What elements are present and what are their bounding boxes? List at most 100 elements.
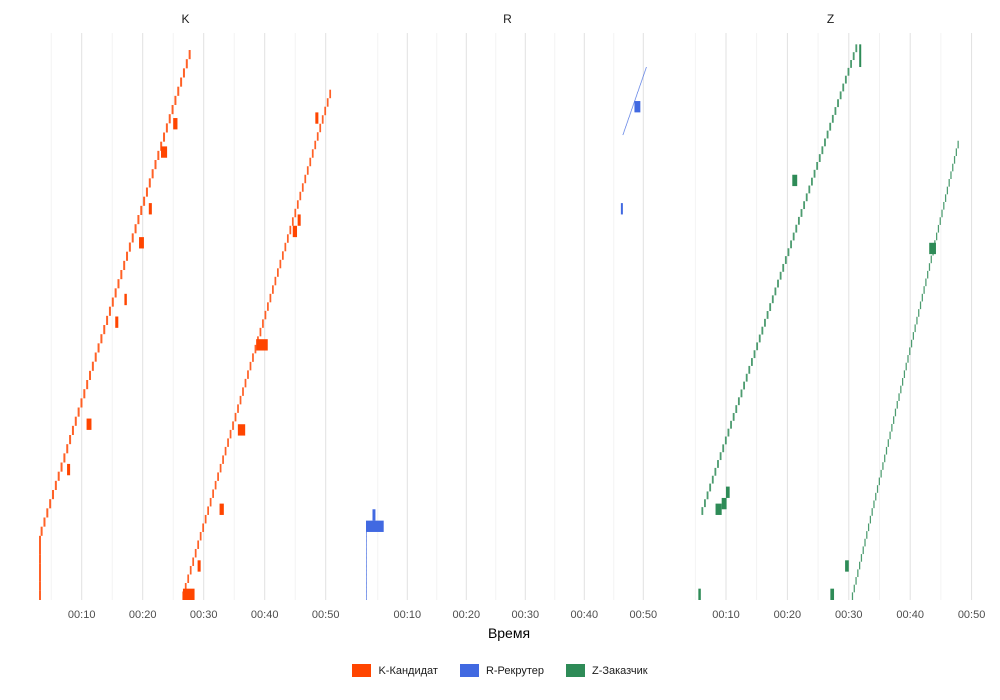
event-step-mark	[301, 183, 304, 192]
event-step-mark	[624, 129, 626, 131]
event-step-mark	[842, 83, 845, 92]
event-step-mark	[643, 74, 644, 77]
event-step-mark	[803, 201, 806, 210]
event-step-mark	[366, 571, 367, 573]
event-step-mark	[366, 551, 367, 553]
event-step-mark	[304, 174, 307, 184]
event-step-mark	[249, 361, 252, 371]
x-tick-label: 00:20	[129, 609, 157, 621]
event-step-mark	[366, 552, 367, 554]
event-step-mark	[366, 547, 367, 549]
event-step-mark	[784, 256, 787, 264]
event-step-mark	[909, 347, 911, 356]
event-step-mark	[628, 115, 630, 117]
event-step-mark	[732, 412, 735, 421]
event-step-mark	[91, 361, 94, 371]
event-step-mark	[74, 416, 77, 426]
event-step-mark	[366, 565, 367, 568]
event-step-mark	[39, 572, 41, 582]
event-step-mark	[242, 387, 244, 396]
legend-item: Z-Заказчик	[565, 664, 648, 677]
event-step-mark	[114, 288, 117, 298]
facet-title: K	[181, 12, 189, 26]
event-step-mark	[234, 412, 237, 422]
event-step-mark	[643, 72, 645, 74]
event-step-mark	[943, 201, 945, 210]
x-tick-label: 00:50	[630, 609, 658, 621]
event-step-mark	[853, 584, 855, 593]
event-step-mark	[623, 132, 624, 134]
event-step-mark	[204, 514, 207, 524]
event-step-mark	[217, 472, 219, 481]
event-step-mark	[627, 119, 629, 121]
event-step-mark	[165, 123, 168, 133]
event-step-mark	[816, 161, 819, 170]
event-step-mark	[792, 232, 795, 241]
event-step-mark	[645, 68, 647, 70]
event-block-mark	[845, 560, 849, 572]
event-step-mark	[626, 121, 628, 123]
event-step-mark	[366, 582, 367, 585]
event-step-mark	[623, 131, 625, 133]
event-step-mark	[912, 332, 914, 340]
event-step-mark	[94, 352, 97, 362]
event-step-mark	[941, 209, 943, 218]
event-block-mark	[929, 242, 936, 255]
event-step-mark	[366, 546, 367, 548]
event-step-mark	[189, 565, 192, 575]
event-step-mark	[891, 423, 893, 432]
event-step-mark	[636, 94, 638, 96]
event-step-mark	[71, 425, 74, 436]
event-block-mark	[715, 503, 722, 515]
event-step-mark	[366, 569, 367, 571]
event-block-mark	[620, 203, 623, 215]
event-step-mark	[366, 564, 367, 566]
event-step-mark	[252, 353, 254, 362]
event-step-mark	[873, 500, 875, 509]
event-step-mark	[366, 572, 367, 574]
event-step-mark	[151, 169, 154, 179]
event-step-mark	[855, 577, 857, 585]
event-block-mark	[315, 112, 319, 124]
event-step-mark	[639, 86, 640, 88]
event-step-mark	[635, 96, 637, 98]
event-step-mark	[903, 370, 906, 379]
event-step-mark	[194, 548, 197, 558]
event-step-mark	[326, 98, 329, 107]
event-step-mark	[925, 278, 927, 287]
event-step-mark	[80, 398, 83, 408]
event-step-mark	[366, 543, 367, 545]
event-step-mark	[625, 125, 627, 128]
event-step-mark	[366, 542, 367, 544]
event-step-mark	[39, 590, 41, 600]
event-step-mark	[634, 99, 636, 102]
event-block-mark	[67, 463, 71, 476]
event-step-mark	[717, 460, 719, 468]
event-step-mark	[871, 508, 873, 516]
event-step-mark	[366, 579, 367, 581]
event-step-mark	[957, 140, 959, 149]
legend-item: R-Рекрутер	[459, 664, 544, 677]
event-step-mark	[927, 270, 929, 279]
event-step-mark	[108, 306, 111, 316]
event-step-mark	[272, 285, 274, 294]
event-step-mark	[316, 132, 319, 141]
event-step-mark	[764, 318, 766, 327]
event-step-mark	[43, 517, 46, 527]
event-step-mark	[366, 562, 367, 564]
event-step-mark	[259, 327, 262, 337]
event-step-mark	[366, 534, 367, 536]
event-step-mark	[254, 344, 257, 354]
event-step-mark	[366, 590, 367, 593]
event-step-mark	[632, 106, 633, 108]
legend-item: K-Кандидат	[352, 664, 438, 677]
event-step-mark	[222, 455, 224, 464]
event-step-mark	[625, 127, 626, 129]
event-step-mark	[824, 138, 826, 147]
event-step-mark	[930, 255, 932, 264]
event-step-mark	[279, 259, 282, 269]
legend-swatch	[352, 664, 372, 677]
event-step-mark	[630, 110, 632, 112]
event-step-mark	[314, 140, 317, 150]
event-step-mark	[366, 545, 367, 547]
